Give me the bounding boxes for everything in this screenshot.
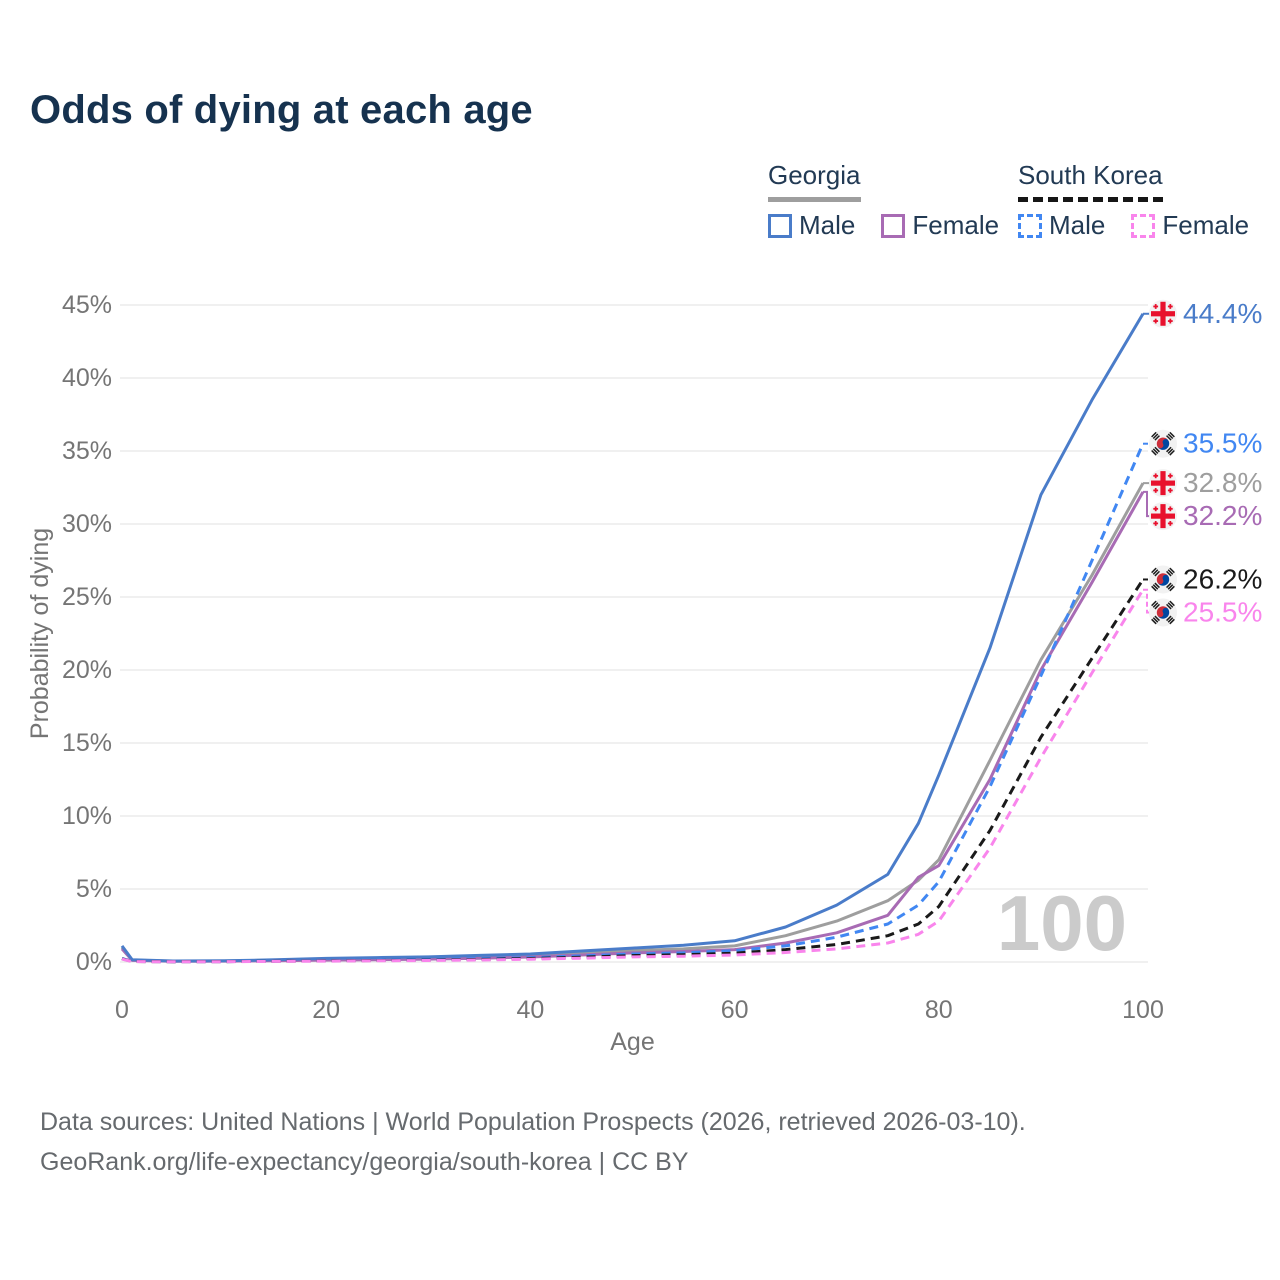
georgia-female-swatch-icon — [881, 213, 906, 238]
y-tick-label: 40% — [62, 364, 112, 392]
axis-ticks: 0% 5% 10% 15% 20% 25% 30% 35% 40% 45% 0 20 40 60 80 100 — [62, 291, 1164, 1024]
end-label-south-korea-male: 35.5% — [1143, 428, 1262, 459]
end-label-georgia-female: 32.2% — [1143, 490, 1262, 531]
south-korea-female-swatch-icon — [1131, 213, 1156, 238]
x-tick-label: 20 — [312, 996, 340, 1024]
end-label-value: 32.8% — [1183, 467, 1262, 498]
age-indicator-watermark: 100 — [997, 879, 1127, 967]
x-axis-title: Age — [610, 1028, 654, 1056]
x-tick-label: 40 — [516, 996, 544, 1024]
page-title: Odds of dying at each age — [30, 88, 533, 132]
georgia-flag-icon — [1149, 469, 1177, 498]
legend-item-label: Male — [1049, 210, 1106, 240]
end-label-south-korea-combined: 26.2% — [1143, 563, 1262, 594]
legend-group-south-korea: South Korea Male Female — [1018, 160, 1249, 241]
legend-item-south-korea-female[interactable]: Female — [1131, 210, 1249, 241]
end-label-georgia-combined: 32.8% — [1143, 467, 1262, 498]
y-tick-label: 5% — [76, 875, 112, 903]
south-korea-male-swatch-icon — [1018, 213, 1042, 238]
y-tick-label: 10% — [62, 802, 112, 830]
series-line-georgia-female — [120, 491, 1145, 963]
y-tick-label: 25% — [62, 583, 112, 611]
x-tick-label: 100 — [1122, 996, 1164, 1024]
series-line-south-korea-combined — [121, 578, 1145, 964]
legend-item-label: Female — [1162, 210, 1250, 240]
end-label-south-korea-female: 25.5% — [1143, 588, 1262, 627]
legend: Georgia Male Female South Korea Male — [0, 160, 1280, 250]
series-line-georgia-male — [120, 313, 1145, 963]
x-tick-label: 0 — [115, 996, 129, 1024]
y-tick-label: 35% — [62, 437, 112, 465]
gridlines — [120, 304, 1148, 963]
y-axis-title: Probability of dying — [26, 528, 54, 739]
end-label-value: 44.4% — [1183, 298, 1262, 329]
legend-group-georgia-title: Georgia — [768, 160, 861, 202]
footer-link-line: GeoRank.org/life-expectancy/georgia/sout… — [40, 1148, 689, 1176]
footer-source-line: Data sources: United Nations | World Pop… — [40, 1108, 1026, 1136]
y-tick-label: 15% — [62, 729, 112, 757]
series-line-south-korea-male — [121, 443, 1145, 964]
end-label-value: 25.5% — [1183, 596, 1262, 627]
end-label-value: 26.2% — [1183, 563, 1262, 594]
y-tick-label: 45% — [62, 291, 112, 319]
georgia-male-swatch-icon — [768, 213, 792, 238]
south-korea-flag-icon — [1149, 429, 1177, 458]
end-label-value: 35.5% — [1183, 428, 1262, 459]
x-tick-label: 80 — [925, 996, 953, 1024]
y-tick-label: 0% — [76, 948, 112, 976]
legend-item-label: Female — [912, 210, 1000, 240]
georgia-flag-icon — [1149, 502, 1177, 531]
south-korea-flag-icon — [1149, 598, 1177, 627]
legend-item-georgia-female[interactable]: Female — [881, 210, 999, 241]
x-tick-label: 60 — [721, 996, 749, 1024]
georgia-flag-icon — [1149, 299, 1177, 328]
legend-item-georgia-male[interactable]: Male — [768, 210, 855, 241]
legend-item-south-korea-male[interactable]: Male — [1018, 210, 1105, 241]
legend-group-south-korea-title: South Korea — [1018, 160, 1163, 202]
series-line-south-korea-female — [121, 588, 1145, 964]
end-label-value: 32.2% — [1183, 500, 1262, 531]
legend-group-georgia: Georgia Male Female — [768, 160, 999, 241]
legend-item-label: Male — [799, 210, 856, 240]
south-korea-flag-icon — [1149, 565, 1177, 594]
y-tick-label: 20% — [62, 656, 112, 684]
end-label-georgia-male: 44.4% — [1143, 298, 1262, 329]
y-tick-label: 30% — [62, 510, 112, 538]
